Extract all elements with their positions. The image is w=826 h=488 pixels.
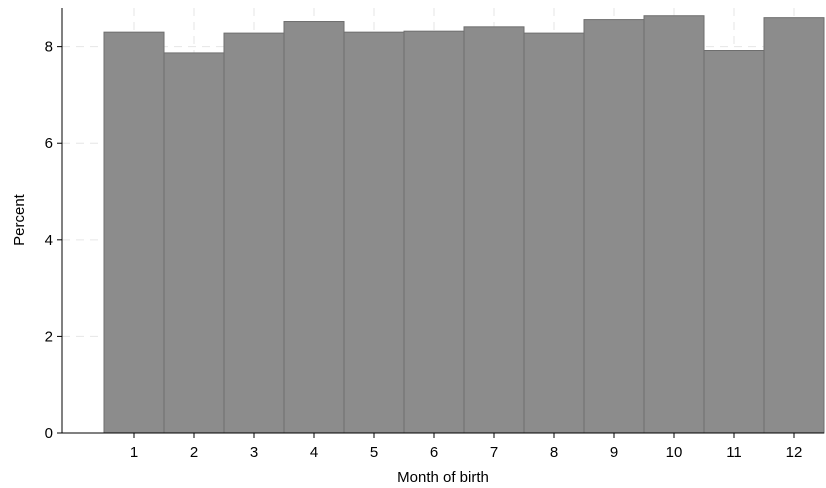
y-ticks: 0 2 4 6 8 xyxy=(45,39,62,442)
x-tick-label: 7 xyxy=(490,444,498,461)
x-tick-label: 10 xyxy=(666,444,683,461)
bar-month-12 xyxy=(763,17,825,434)
bar-month-7 xyxy=(463,26,525,434)
x-tick-label: 11 xyxy=(726,444,742,461)
x-tick-label: 6 xyxy=(430,444,438,461)
x-ticks: 1 2 3 4 5 6 7 8 9 10 11 12 xyxy=(130,433,803,461)
y-axis-title: Percent xyxy=(11,193,28,246)
bar-month-2 xyxy=(163,52,225,434)
bar-month-9 xyxy=(583,19,645,434)
x-tick-label: 12 xyxy=(786,444,803,461)
x-tick-label: 5 xyxy=(370,444,378,461)
bar-month-8 xyxy=(523,32,585,434)
x-tick-label: 8 xyxy=(550,444,558,461)
x-tick-label: 2 xyxy=(190,444,198,461)
y-tick-label: 0 xyxy=(45,425,53,442)
y-tick-label: 2 xyxy=(45,328,53,345)
x-tick-label: 1 xyxy=(130,444,138,461)
x-axis-title: Month of birth xyxy=(397,469,489,486)
bar-month-10 xyxy=(643,15,705,434)
bar-month-5 xyxy=(343,31,405,434)
x-tick-label: 3 xyxy=(250,444,258,461)
y-tick-label: 4 xyxy=(45,232,53,249)
y-tick-label: 8 xyxy=(45,39,53,56)
y-tick-label: 6 xyxy=(45,135,53,152)
bar-month-6 xyxy=(403,30,465,434)
bar-month-1 xyxy=(103,31,165,434)
x-tick-label: 9 xyxy=(610,444,618,461)
x-tick-label: 4 xyxy=(310,444,318,461)
bar-month-3 xyxy=(223,32,285,434)
bars xyxy=(103,15,825,434)
bar-month-4 xyxy=(283,21,345,434)
bar-month-11 xyxy=(703,50,765,434)
